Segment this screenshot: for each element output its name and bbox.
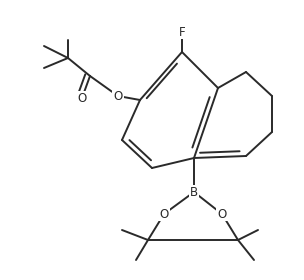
Text: O: O [78,92,87,104]
Text: O: O [217,207,226,221]
Text: O: O [159,207,169,221]
Text: B: B [190,186,198,199]
Text: O: O [113,90,123,102]
Text: F: F [179,25,185,39]
